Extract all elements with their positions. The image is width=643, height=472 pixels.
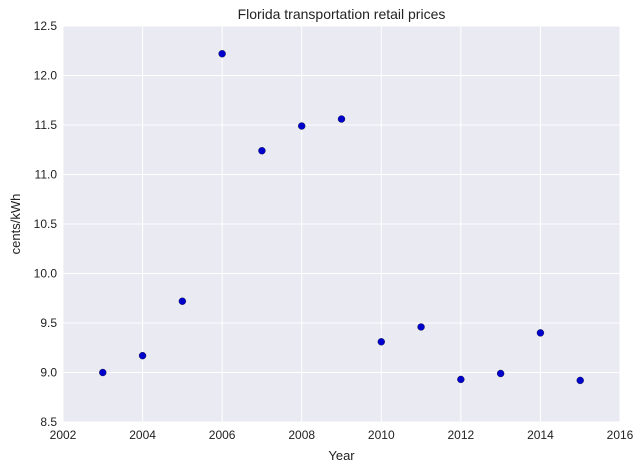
data-point <box>377 338 385 346</box>
data-point <box>258 147 266 155</box>
y-tick-label: 11.5 <box>35 118 58 132</box>
x-tick-label: 2006 <box>209 428 236 442</box>
grid-lines <box>62 25 621 423</box>
data-point <box>337 115 346 123</box>
data-point <box>457 375 465 384</box>
y-axis-ticks: 8.5 9.0 9.5 10.0 10.5 11.0 11.5 12.0 12.5 <box>34 19 58 429</box>
data-point <box>298 122 306 130</box>
x-tick-label: 2004 <box>129 428 156 442</box>
data-point <box>496 369 505 378</box>
y-tick-label: 10.0 <box>34 267 58 281</box>
y-tick-label: 9.5 <box>40 316 57 330</box>
y-tick-label: 12.5 <box>34 19 58 33</box>
chart-title: Florida transportation retail prices <box>238 6 446 22</box>
x-axis-ticks: 2002 2004 2006 2008 2010 2012 2014 2016 <box>50 428 634 442</box>
data-points <box>99 50 584 385</box>
x-tick-label: 2012 <box>448 428 475 442</box>
data-point <box>178 297 187 305</box>
x-tick-label: 2014 <box>527 428 554 442</box>
data-point <box>138 352 147 360</box>
y-tick-label: 10.5 <box>34 217 58 231</box>
data-point <box>99 368 107 377</box>
x-tick-label: 2016 <box>607 428 634 442</box>
x-tick-label: 2008 <box>288 428 315 442</box>
y-tick-label: 8.5 <box>40 415 57 429</box>
data-point <box>576 376 584 385</box>
x-tick-label: 2010 <box>368 428 395 442</box>
y-tick-label: 9.0 <box>40 366 57 380</box>
y-tick-label: 11.0 <box>35 168 58 182</box>
x-tick-label: 2002 <box>50 428 77 442</box>
data-point <box>417 323 425 331</box>
x-axis-label: Year <box>328 448 355 463</box>
y-axis-label: cents/kWh <box>8 194 23 255</box>
data-point <box>218 50 226 58</box>
y-tick-label: 12.0 <box>34 69 58 83</box>
data-point <box>536 329 545 337</box>
